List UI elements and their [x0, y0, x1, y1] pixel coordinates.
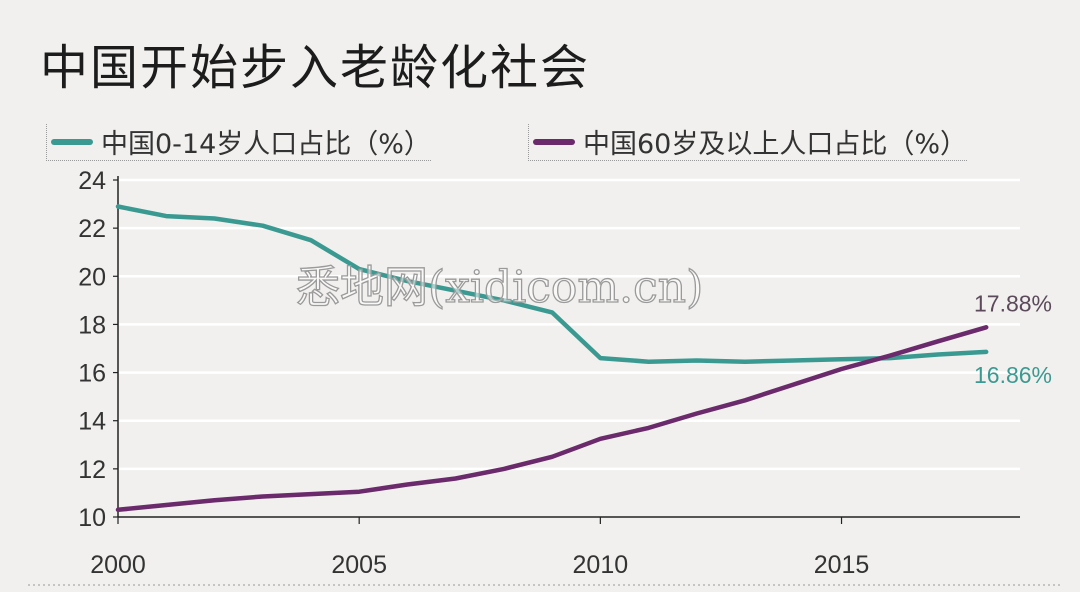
- end-label-elderly: 17.88%: [974, 290, 1052, 316]
- y-tick-label: 18: [78, 311, 106, 339]
- y-tick-label: 20: [78, 263, 106, 291]
- x-tick-label: 2000: [90, 551, 146, 579]
- y-tick-label: 16: [78, 360, 106, 388]
- legend-swatch-elderly: [533, 138, 575, 145]
- x-tick-label: 2005: [331, 551, 387, 579]
- x-tick-label: 2010: [573, 551, 629, 579]
- y-tick-label: 14: [78, 408, 106, 436]
- chart-title: 中国开始步入老龄化社会: [40, 40, 591, 96]
- watermark-text: 悉地网(xidicom.cn): [296, 262, 703, 313]
- y-tick-label: 12: [78, 456, 106, 484]
- y-tick-label: 24: [78, 167, 106, 195]
- y-tick-label: 22: [78, 215, 106, 243]
- series-line-children: [115, 204, 989, 364]
- y-tick-label: 10: [78, 504, 106, 532]
- legend-item-children: 中国0-14岁人口占比（%）: [46, 122, 431, 162]
- legend-swatch-children: [51, 138, 93, 145]
- legend-label-children: 中国0-14岁人口占比（%）: [101, 129, 431, 160]
- end-label-children: 16.86%: [974, 362, 1052, 388]
- x-tick-label: 2015: [814, 551, 870, 579]
- series-line-elderly: [115, 325, 989, 513]
- legend-item-elderly: 中国60岁及以上人口占比（%）: [528, 122, 968, 162]
- legend-label-elderly: 中国60岁及以上人口占比（%）: [583, 129, 968, 160]
